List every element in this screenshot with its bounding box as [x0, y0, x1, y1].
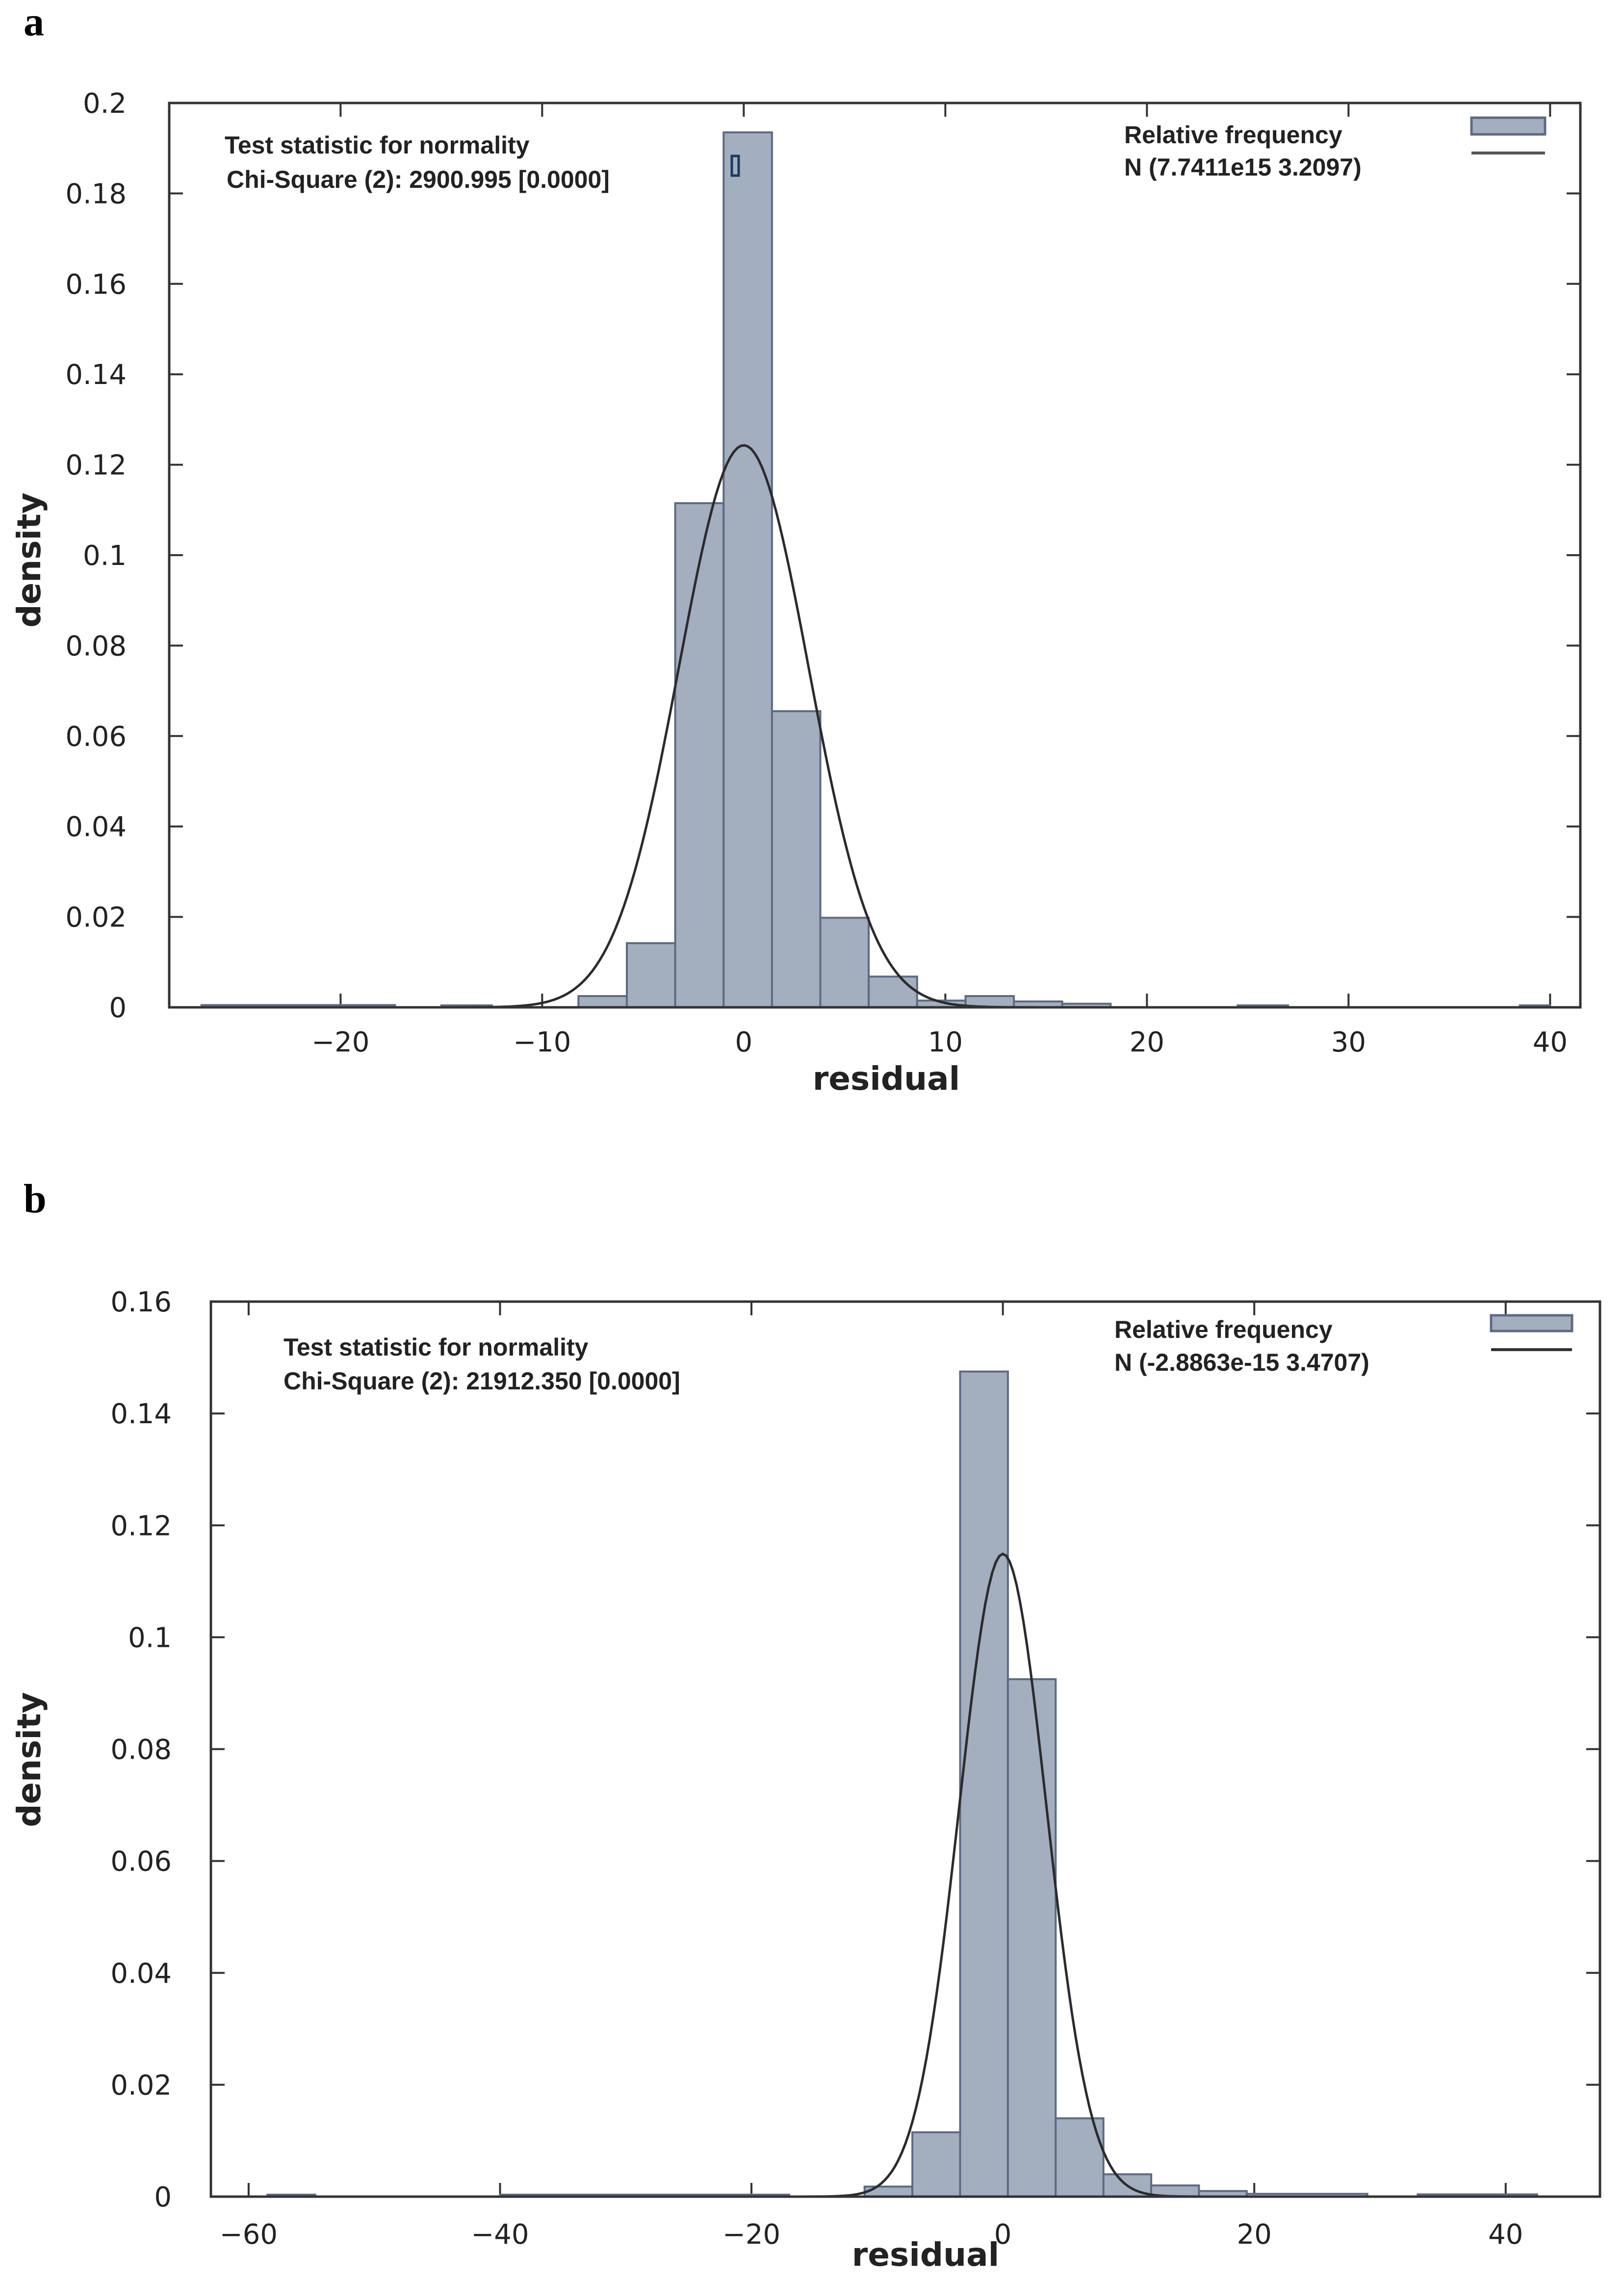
y-tick-label-a-2: 0.04: [65, 811, 127, 843]
plot-area-b: −60 −40 −20 0 20 40 00.020.040.060.080.10.120…: [110, 1286, 1601, 2251]
normal-curve-a: [169, 444, 1580, 1009]
y-tick-labels-b: 0 0.02 0.04 0.06 0.08 0.1 0.12 0.14 0.16: [110, 1286, 172, 2213]
x-tick-label-a-0: −20: [311, 1026, 369, 1058]
normal-curve-layer-b: [211, 1552, 1600, 2198]
y-tick-label-a-5: 0.1: [83, 540, 127, 572]
y-tick-label-b-8: 0.16: [110, 1286, 172, 1318]
histogram-bar-a-6: [771, 710, 822, 1008]
axis-ticks-b: [211, 1301, 1600, 2198]
x-tick-label-b-5: 40: [1488, 2219, 1523, 2251]
plot-frame-b: [209, 1300, 1601, 2198]
x-tick-label-b-3: 0: [994, 2219, 1012, 2251]
legend-label-frequency-a: Relative frequency: [1124, 121, 1342, 149]
x-axis-title-a: residual: [813, 1060, 960, 1098]
histogram-bar-a-3: [626, 942, 676, 1008]
x-tick-label-a-1: −10: [513, 1026, 571, 1058]
stat-value-b: Chi-Square (2): 21912.350 [0.0000]: [284, 1367, 680, 1395]
histogram-bar-a-2: [577, 995, 628, 1008]
y-tick-label-b-4: 0.08: [110, 1734, 172, 1766]
stray-marker-a: [730, 154, 740, 177]
y-tick-label-b-2: 0.04: [110, 1958, 172, 1990]
legend-swatch-frequency-b: [1490, 1314, 1573, 1332]
legend-label-normal-a: N (7.7411e15 3.2097): [1124, 154, 1362, 181]
histogram-bar-a-7: [819, 917, 870, 1009]
panel-letter-b: b: [24, 1176, 47, 1222]
plot-frame-a: [168, 102, 1582, 1009]
legend-label-frequency-b: Relative frequency: [1114, 1316, 1333, 1343]
histogram-bar-a-4: [674, 502, 725, 1008]
x-tick-label-a-2: 0: [735, 1026, 753, 1058]
x-axis-title-b: residual: [852, 2236, 1000, 2274]
histogram-bar-b-2: [863, 2185, 914, 2198]
panel-letter-a: a: [24, 0, 44, 45]
y-tick-label-a-6: 0.12: [65, 450, 127, 482]
y-tick-label-b-3: 0.06: [110, 1846, 172, 1878]
x-tick-label-b-4: 20: [1237, 2219, 1272, 2251]
stat-value-a: Chi-Square (2): 2900.995 [0.0000]: [227, 166, 610, 193]
histogram-bar-b-5: [1006, 1678, 1057, 2198]
x-tick-labels-b: −60 −40 −20 0 20 40: [220, 2219, 1523, 2251]
y-axis-title-a: density: [10, 492, 48, 627]
y-tick-labels-a: 0 0.02 0.04 0.06 0.08 0.1 0.12 0.14 0.16 0.18 0.2: [65, 88, 127, 1024]
legend-swatch-frequency-a: [1470, 116, 1547, 136]
histogram-bar-a-5: [722, 131, 773, 1008]
x-tick-label-a-6: 40: [1533, 1026, 1568, 1058]
histogram-bar-b-4: [959, 1370, 1009, 2198]
stat-title-a: Test statistic for normality: [225, 131, 530, 159]
chart-panel-a: a −20 −10 0 10 20 30 40 0 0.02 0.04 0.06 0.08 0.1 0.…: [10, 0, 1582, 1098]
normal-curve-b: [211, 1552, 1600, 2198]
plot-area-a: −20 −10 0 10 20 30 40 0 0.02 0.04 0.06 0.08 0.1 0.12…: [65, 88, 1582, 1058]
y-tick-label-b-6: 0.12: [110, 1510, 172, 1542]
histogram-bar-b-3: [911, 2131, 961, 2198]
y-tick-label-a-4: 0.08: [65, 630, 127, 662]
y-tick-label-a-8: 0.16: [65, 269, 127, 301]
y-tick-label-b-5: 0.1: [128, 1622, 172, 1654]
x-tick-label-b-2: −20: [722, 2219, 780, 2251]
x-tick-label-a-3: 10: [928, 1026, 963, 1058]
x-tick-label-a-4: 20: [1130, 1026, 1164, 1058]
axis-ticks-a: [169, 102, 1580, 1008]
y-tick-label-a-7: 0.14: [65, 359, 127, 391]
legend-label-normal-b: N (-2.8863e-15 3.4707): [1114, 1349, 1369, 1376]
y-tick-label-b-1: 0.02: [110, 2070, 172, 2101]
histogram-bars-a: [200, 131, 1551, 1009]
histogram-bar-a-8: [868, 975, 918, 1009]
y-tick-label-a-0: 0: [109, 992, 127, 1024]
x-tick-label-b-1: −40: [471, 2219, 529, 2251]
x-tick-label-b-0: −60: [220, 2219, 278, 2251]
x-tick-label-a-5: 30: [1331, 1026, 1366, 1058]
y-tick-label-a-3: 0.06: [65, 721, 127, 753]
y-tick-label-b-0: 0: [154, 2181, 172, 2213]
x-tick-labels-a: −20 −10 0 10 20 30 40: [311, 1026, 1568, 1058]
y-tick-label-a-10: 0.2: [83, 88, 127, 120]
y-tick-label-a-9: 0.18: [65, 178, 127, 210]
y-tick-label-a-1: 0.02: [65, 902, 127, 934]
stat-title-b: Test statistic for normality: [284, 1333, 589, 1361]
chart-panel-b: b −60 −40 −20 0 20 40 0 0.02 0.04 0.06 0.08 0.1 0.1…: [10, 1176, 1601, 2274]
y-tick-label-b-7: 0.14: [110, 1398, 172, 1430]
normal-curve-layer-a: [169, 444, 1580, 1009]
y-axis-title-b: density: [10, 1692, 48, 1827]
histogram-bars-b: [266, 1370, 1538, 2198]
